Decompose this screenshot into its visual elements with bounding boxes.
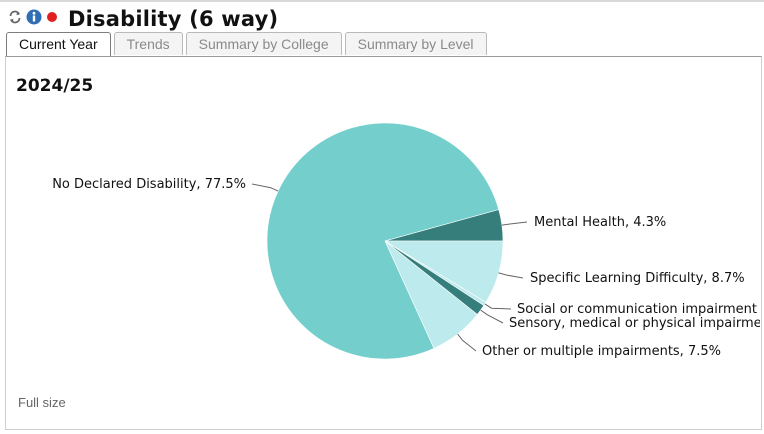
info-icon[interactable] [26,9,42,30]
top-border [0,0,764,2]
leader-line [501,221,528,226]
tab-bar: Current Year Trends Summary by College S… [6,32,490,56]
tab-summary-by-level[interactable]: Summary by Level [344,32,487,55]
widget-title: Disability (6 way) [68,7,279,31]
tab-summary-by-college[interactable]: Summary by College [185,32,342,55]
chart-title: 2024/25 [16,76,94,96]
slice-label: Social or communication impairment [517,302,757,317]
leader-line [457,333,477,352]
tab-trends[interactable]: Trends [113,32,183,55]
tab-current-year[interactable]: Current Year [6,32,111,56]
leader-line [498,272,524,279]
leader-line [484,303,512,310]
full-size-link[interactable]: Full size [18,395,66,410]
widget-header: Disability (6 way) [8,6,278,32]
refresh-icon[interactable] [8,10,22,29]
slice-label: Sensory, medical or physical impairme [509,316,762,331]
status-dot-icon [46,10,58,28]
leader-line [480,309,504,324]
slice-label: Other or multiple impairments, 7.5% [482,344,721,359]
slice-label: No Declared Disability, 77.5% [52,177,246,192]
slice-label: Specific Learning Difficulty, 8.7% [530,271,745,286]
leader-line [251,183,279,192]
slice-label: Mental Health, 4.3% [534,215,666,230]
